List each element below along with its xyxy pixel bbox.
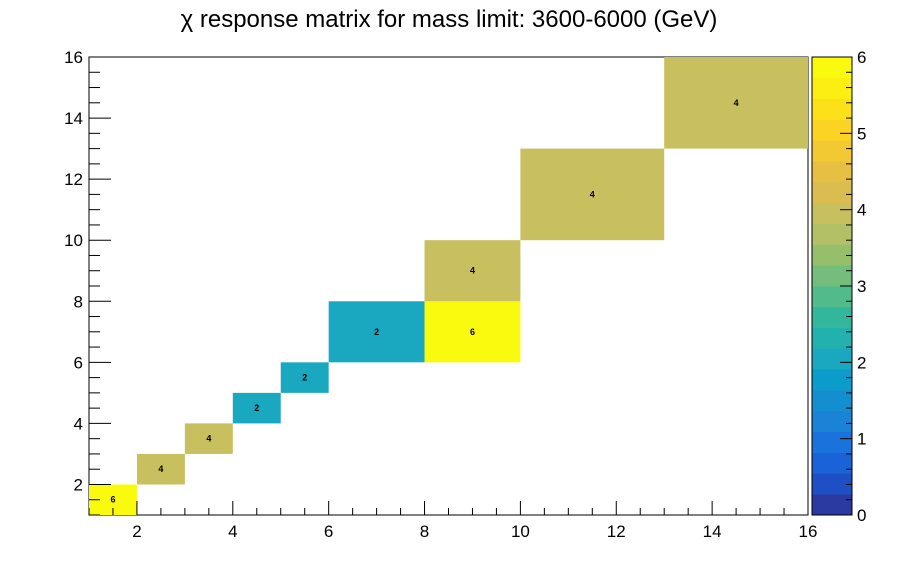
- y-tick-label: 2: [74, 475, 83, 494]
- heatmap-cell: [520, 148, 665, 241]
- cell-value-label: 6: [110, 495, 115, 505]
- colorbar-tick-label: 3: [857, 277, 866, 296]
- y-tick-label: 8: [74, 292, 83, 311]
- colorbar-swatch: [812, 369, 852, 391]
- colorbar-swatch: [812, 161, 852, 183]
- y-tick-label: 10: [64, 231, 83, 250]
- x-tick-label: 12: [607, 522, 626, 541]
- colorbar: 0 1 2 3 4 5 6: [811, 48, 866, 525]
- colorbar-swatch: [812, 410, 852, 433]
- x-tick-label: 10: [511, 522, 530, 541]
- y-tick-label: 12: [64, 170, 83, 189]
- colorbar-swatch: [812, 494, 852, 516]
- colorbar-swatch: [812, 286, 852, 308]
- x-tick-label: 6: [324, 522, 333, 541]
- colorbar-tick-label: 0: [857, 506, 866, 525]
- heatmap-cell: [424, 301, 521, 363]
- x-tick-label: 14: [703, 522, 722, 541]
- colorbar-swatch: [812, 473, 852, 495]
- heatmap-cell: [184, 423, 233, 454]
- colorbar-tick-label: 4: [857, 201, 866, 220]
- colorbar-swatch: [812, 181, 852, 204]
- colorbar-swatch: [812, 452, 852, 474]
- y-tick-label: 6: [74, 353, 83, 372]
- heatmap-cell: [664, 57, 808, 149]
- colorbar-tick-label: 2: [857, 353, 866, 372]
- colorbar-swatch: [812, 244, 852, 266]
- chart-title: χ response matrix for mass limit: 3600-6…: [180, 6, 718, 33]
- colorbar-swatch: [812, 223, 852, 245]
- axis-layer: 2 4 6 8 10 12 14 16 2 4 6 8 10 12 14 16: [64, 48, 817, 541]
- cell-value-label: 4: [158, 464, 163, 474]
- heatmap-cell: [280, 362, 329, 393]
- cell-value-label: 4: [590, 189, 595, 199]
- colorbar-swatch: [812, 202, 852, 224]
- cell-value-label: 2: [374, 327, 379, 337]
- heatmap-cell: [424, 240, 521, 302]
- x-tick-label: 4: [228, 522, 237, 541]
- colorbar-swatch: [812, 327, 852, 349]
- cell-value-label: 2: [254, 403, 259, 413]
- y-tick-label: 14: [64, 109, 83, 128]
- cells-layer: 6 4 4 2 2 2 6 4 4 4: [89, 57, 808, 515]
- y-tick-label: 16: [64, 48, 83, 67]
- colorbar-swatch: [812, 57, 852, 79]
- cell-value-label: 4: [470, 266, 475, 276]
- colorbar-swatch: [812, 431, 852, 453]
- colorbar-tick-label: 5: [857, 124, 866, 143]
- y-tick-label: 4: [74, 414, 83, 433]
- colorbar-swatch: [812, 306, 852, 328]
- cell-value-label: 6: [470, 327, 475, 337]
- cell-value-label: 4: [206, 434, 211, 444]
- colorbar-swatch: [812, 265, 852, 287]
- colorbar-tick-label: 1: [857, 430, 866, 449]
- cell-value-label: 4: [734, 98, 739, 108]
- heatmap-cell: [136, 453, 185, 485]
- colorbar-swatch: [812, 119, 852, 141]
- heatmap-cell: [328, 301, 425, 363]
- colorbar-swatch: [812, 348, 852, 370]
- colorbar-swatch: [812, 390, 852, 412]
- colorbar-swatch: [812, 77, 852, 99]
- cell-value-label: 2: [302, 373, 307, 383]
- heatmap-cell: [232, 392, 281, 424]
- colorbar-tick-label: 6: [857, 48, 866, 67]
- x-tick-label: 2: [132, 522, 141, 541]
- x-tick-label: 16: [799, 522, 818, 541]
- x-tick-label: 8: [420, 522, 429, 541]
- colorbar-swatch: [812, 98, 852, 120]
- colorbar-swatch: [812, 140, 852, 162]
